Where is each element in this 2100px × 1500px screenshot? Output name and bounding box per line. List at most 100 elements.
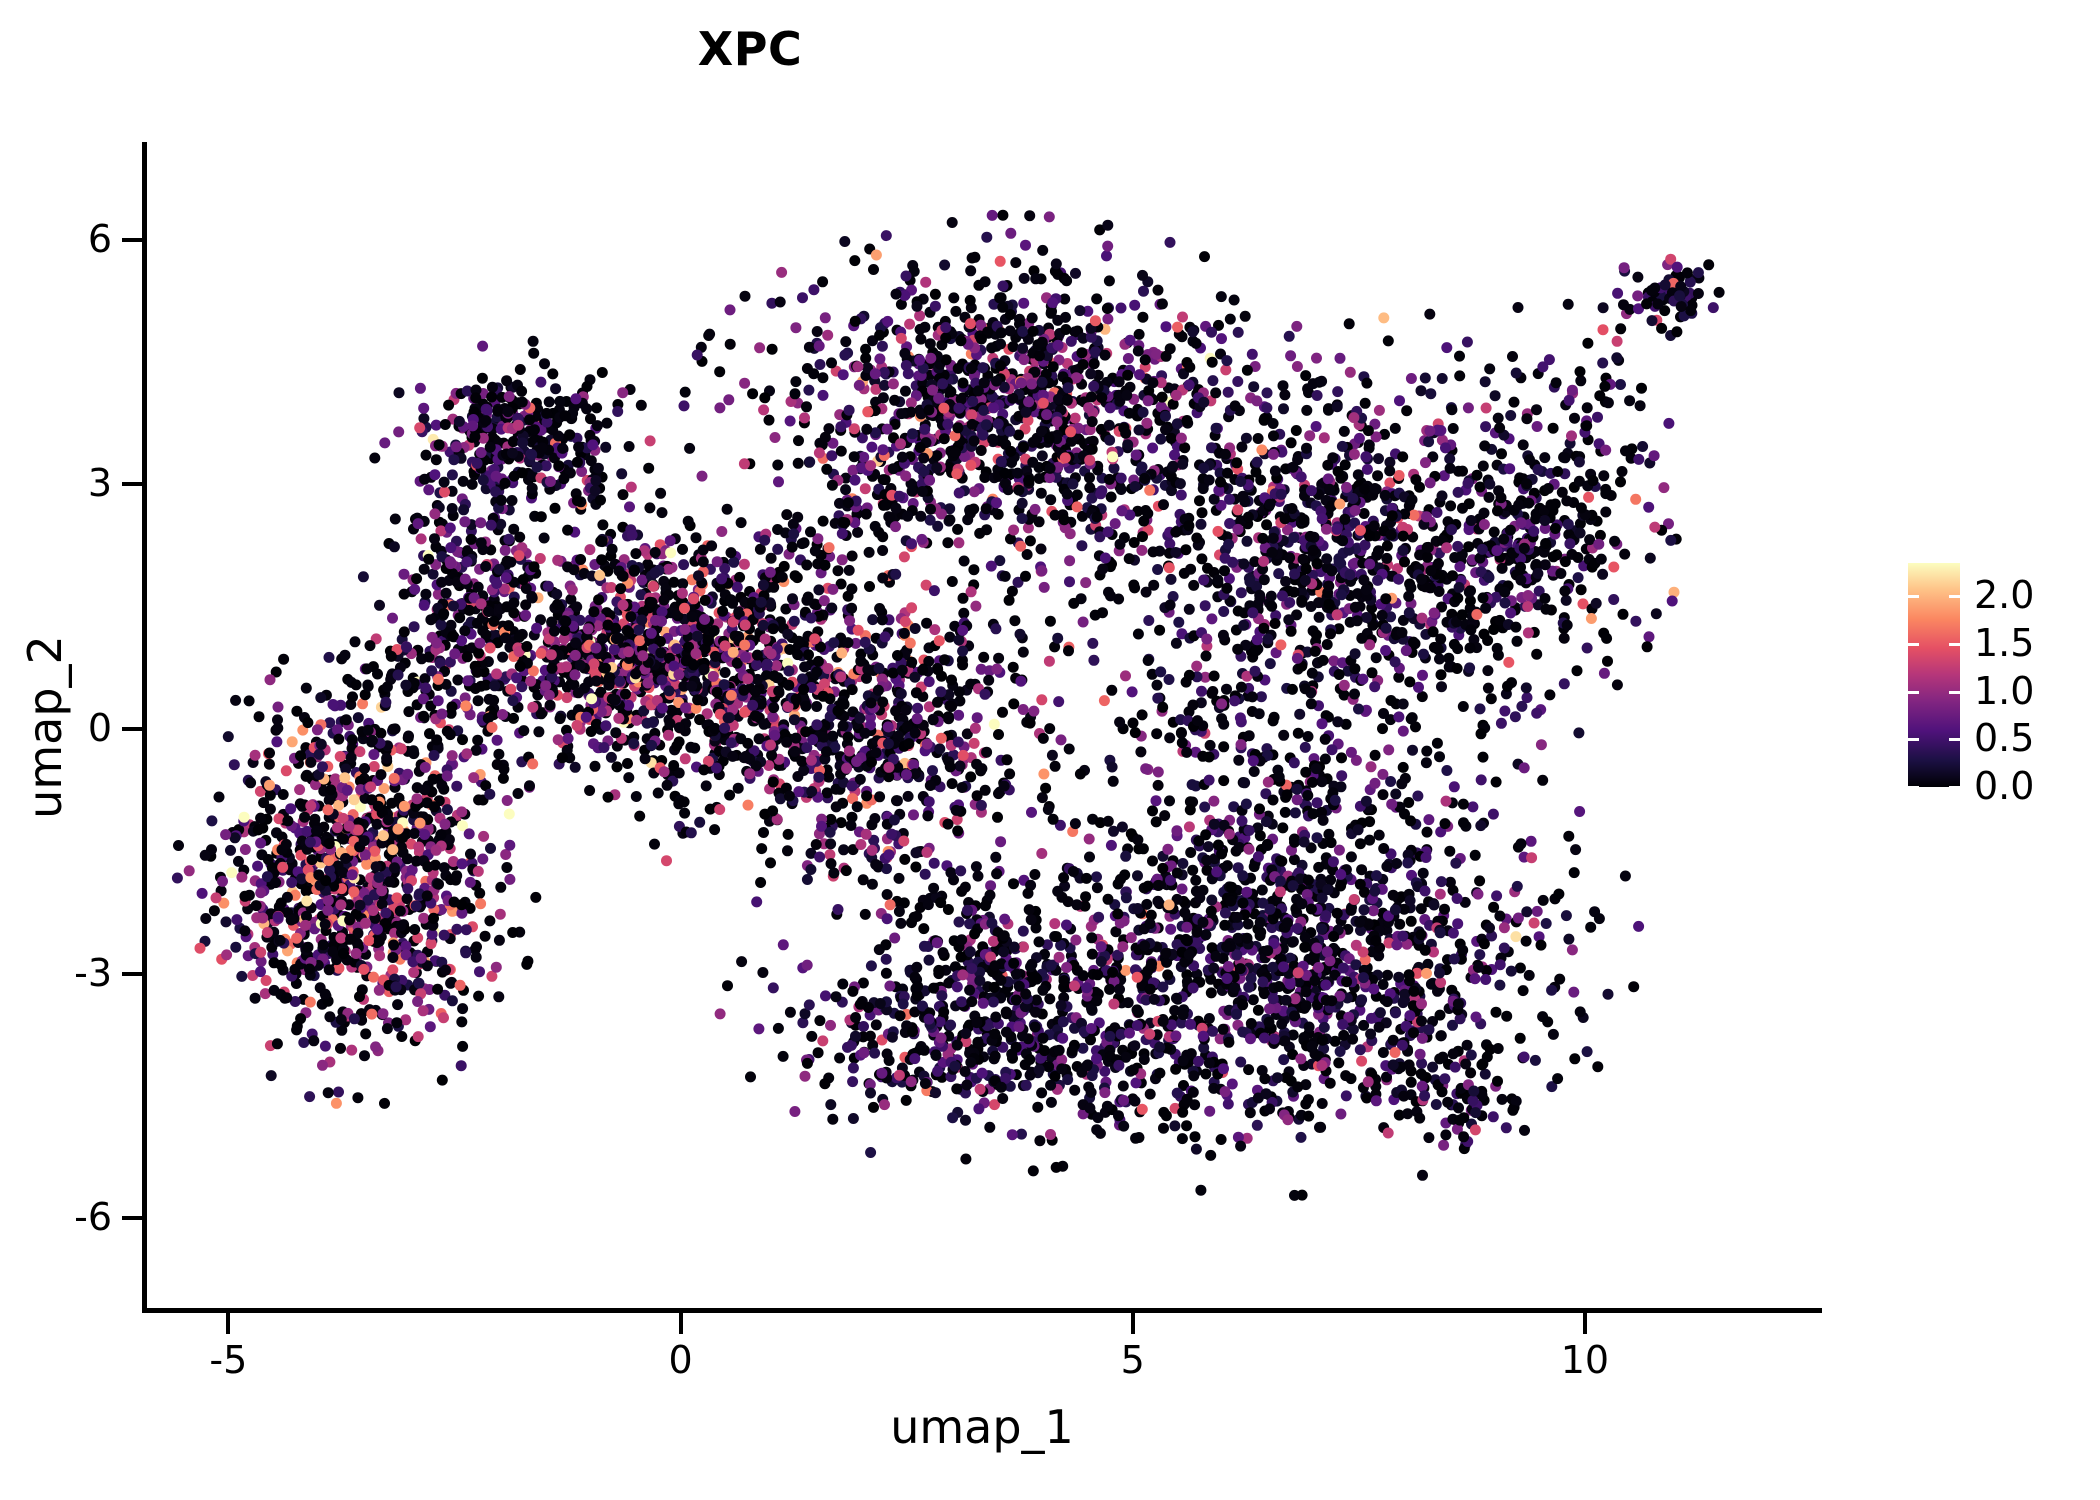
scatter-point xyxy=(518,725,530,737)
scatter-point xyxy=(908,809,919,821)
scatter-point xyxy=(484,642,496,654)
scatter-point xyxy=(289,996,301,1007)
scatter-point xyxy=(291,932,303,944)
scatter-point xyxy=(719,722,731,734)
scatter-point xyxy=(925,503,936,515)
scatter-point xyxy=(923,676,935,688)
scatter-point xyxy=(727,750,739,762)
scatter-point xyxy=(797,673,808,685)
scatter-point xyxy=(1096,392,1108,404)
scatter-point xyxy=(907,428,918,440)
scatter-point xyxy=(1102,219,1114,231)
y-tick-mark xyxy=(122,237,143,242)
scatter-point xyxy=(678,400,690,412)
scatter-point xyxy=(663,685,675,697)
scatter-point xyxy=(560,661,572,673)
scatter-point xyxy=(717,605,729,617)
scatter-point xyxy=(698,764,710,776)
scatter-point xyxy=(544,699,556,711)
scatter-point xyxy=(661,855,672,867)
scatter-point xyxy=(680,702,692,714)
scatter-point xyxy=(978,404,990,416)
scatter-point xyxy=(953,487,965,499)
scatter-point xyxy=(1047,361,1059,373)
scatter-point xyxy=(929,624,941,636)
scatter-point xyxy=(600,441,612,453)
scatter-point xyxy=(940,322,952,333)
scatter-point xyxy=(790,732,802,744)
scatter-point xyxy=(964,294,976,306)
scatter-point xyxy=(1137,311,1149,323)
scatter-point xyxy=(688,659,700,671)
scatter-point xyxy=(732,782,744,794)
scatter-point xyxy=(838,698,850,710)
scatter-point xyxy=(694,816,706,828)
scatter-point xyxy=(439,419,451,430)
scatter-point xyxy=(1012,467,1024,479)
scatter-point xyxy=(1113,376,1125,388)
scatter-point xyxy=(880,230,892,242)
scatter-point xyxy=(387,952,399,963)
scatter-point xyxy=(740,750,752,762)
scatter-point xyxy=(1036,694,1048,706)
scatter-point xyxy=(1063,743,1075,755)
scatter-point xyxy=(1221,355,1233,367)
scatter-point xyxy=(784,644,796,655)
scatter-point xyxy=(958,607,970,619)
scatter-point xyxy=(255,966,266,978)
scatter-point xyxy=(772,543,784,555)
scatter-point xyxy=(1084,472,1095,484)
scatter-point xyxy=(714,804,726,815)
scatter-point xyxy=(257,912,269,924)
scatter-point xyxy=(679,386,691,398)
scatter-point xyxy=(891,795,903,807)
scatter-point xyxy=(584,785,596,796)
scatter-point xyxy=(813,340,825,352)
scatter-point xyxy=(605,751,617,763)
scatter-point xyxy=(939,259,951,271)
scatter-point xyxy=(1115,484,1127,495)
scatter-point xyxy=(877,545,889,556)
scatter-point xyxy=(456,907,468,919)
scatter-point xyxy=(975,333,987,345)
scatter-point xyxy=(933,635,945,647)
scatter-point xyxy=(851,756,863,767)
scatter-point xyxy=(1311,352,1322,364)
scatter-point xyxy=(494,908,506,920)
scatter-point xyxy=(270,666,282,678)
scatter-point xyxy=(226,867,238,879)
scatter-point xyxy=(979,784,991,796)
scatter-point xyxy=(476,372,488,384)
scatter-point xyxy=(852,624,864,636)
scatter-point xyxy=(594,569,606,581)
scatter-point xyxy=(395,920,407,932)
scatter-point xyxy=(723,394,735,406)
scatter-point xyxy=(432,695,444,707)
scatter-point xyxy=(803,649,814,661)
scatter-point xyxy=(946,701,957,712)
scatter-point xyxy=(302,941,314,953)
scatter-point xyxy=(968,435,980,447)
scatter-point xyxy=(882,721,894,733)
scatter-point xyxy=(1206,356,1218,368)
scatter-point xyxy=(1026,378,1038,390)
scatter-point xyxy=(1065,335,1077,347)
scatter-point xyxy=(1035,543,1047,555)
scatter-point xyxy=(952,363,964,374)
scatter-point xyxy=(600,720,612,732)
scatter-point xyxy=(1028,705,1040,717)
scatter-point xyxy=(367,905,379,916)
scatter-point xyxy=(874,603,886,614)
scatter-point xyxy=(814,359,826,370)
scatter-point xyxy=(1152,564,1164,575)
scatter-point xyxy=(914,354,926,366)
scatter-point xyxy=(761,658,773,670)
scatter-point xyxy=(331,822,343,834)
scatter-point xyxy=(881,423,893,435)
scatter-point xyxy=(769,729,781,741)
scatter-point xyxy=(350,948,362,959)
scatter-point xyxy=(549,502,561,514)
scatter-point xyxy=(360,1028,372,1040)
scatter-point xyxy=(699,613,711,625)
scatter-point xyxy=(382,814,394,826)
